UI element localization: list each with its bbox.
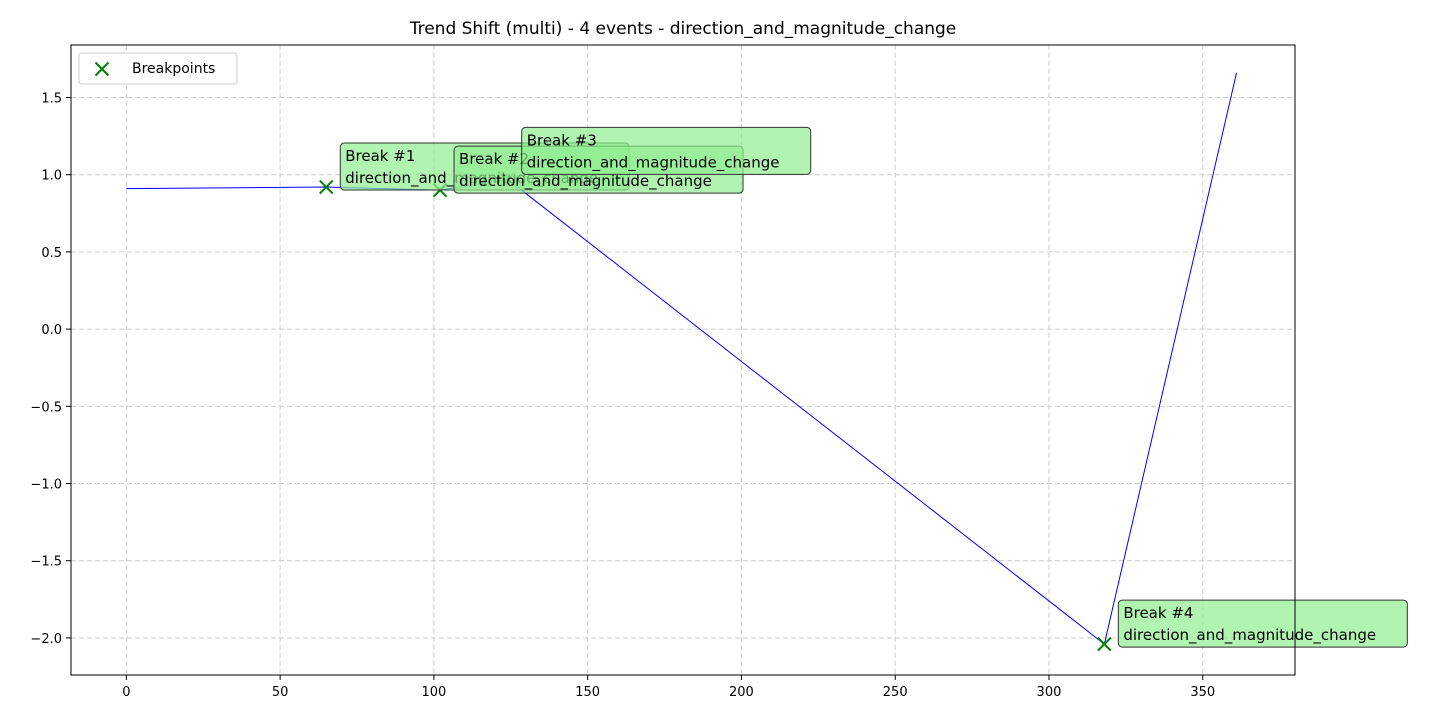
grid — [71, 45, 1295, 675]
legend-x — [94, 61, 110, 77]
legend-x-stroke — [94, 61, 110, 77]
annotation-type: direction_and_magnitude_change — [527, 153, 780, 172]
chart-title: Trend Shift (multi) - 4 events - directi… — [409, 19, 957, 39]
y-tick-label: 1.0 — [41, 169, 62, 184]
y-tick-label: −1.0 — [30, 478, 62, 493]
x-tick-label: 300 — [1037, 685, 1062, 700]
breakpoint-annotations: Break #1direction_and_magnitude_changeBr… — [339, 126, 1408, 648]
breakpoint-markers — [319, 172, 1112, 652]
x-tick-label: 0 — [122, 685, 130, 700]
x-tick-label: 150 — [575, 685, 600, 700]
x-tick-label: 350 — [1190, 685, 1215, 700]
x-tick-label: 100 — [421, 685, 446, 700]
x-tick-label: 50 — [272, 685, 289, 700]
x-axis: 0 50 100 150 200 250 300 350 — [122, 675, 1215, 700]
legend-box — [78, 52, 238, 85]
annotation-title: Break #4 — [1123, 604, 1193, 622]
breakpoint-annotation: Break #4 direction_and_magnitude_change — [1117, 599, 1408, 648]
annotation-title: Break #1 — [345, 147, 415, 165]
annotation-type: direction_and_magnitude_change — [459, 172, 712, 191]
breakpoint-marker — [319, 179, 334, 195]
y-tick-label: −0.5 — [30, 400, 62, 415]
legend: Breakpoints — [78, 52, 238, 85]
y-tick-label: −1.5 — [30, 555, 62, 570]
breakpoint-marker — [1097, 636, 1112, 652]
y-tick-label: 0.0 — [41, 323, 62, 338]
annotation-title: Break #3 — [527, 131, 597, 149]
plot-frame — [70, 44, 1296, 676]
x-tick-label: 250 — [883, 685, 908, 700]
legend-label: Breakpoints — [132, 61, 215, 77]
legend-marker-icon — [94, 61, 110, 77]
y-axis: 1.5 1.0 0.5 0.0 −0.5 −1.0 −1.5 −2.0 — [30, 92, 71, 647]
y-tick-label: 1.5 — [41, 92, 62, 107]
x-tick-label: 200 — [729, 685, 754, 700]
y-tick-label: −2.0 — [30, 632, 62, 647]
y-tick-label: 0.5 — [41, 246, 62, 261]
annotation-box — [1117, 599, 1408, 648]
annotation-type: direction_and_magnitude_change — [1123, 626, 1376, 645]
annotation-box — [521, 126, 812, 175]
annotation-title: Break #2 — [459, 150, 529, 168]
breakpoint-annotation: Break #3 direction_and_magnitude_change — [521, 126, 812, 175]
breakpoint-marker-stroke — [319, 179, 334, 195]
breakpoint-marker-stroke — [1097, 636, 1112, 652]
